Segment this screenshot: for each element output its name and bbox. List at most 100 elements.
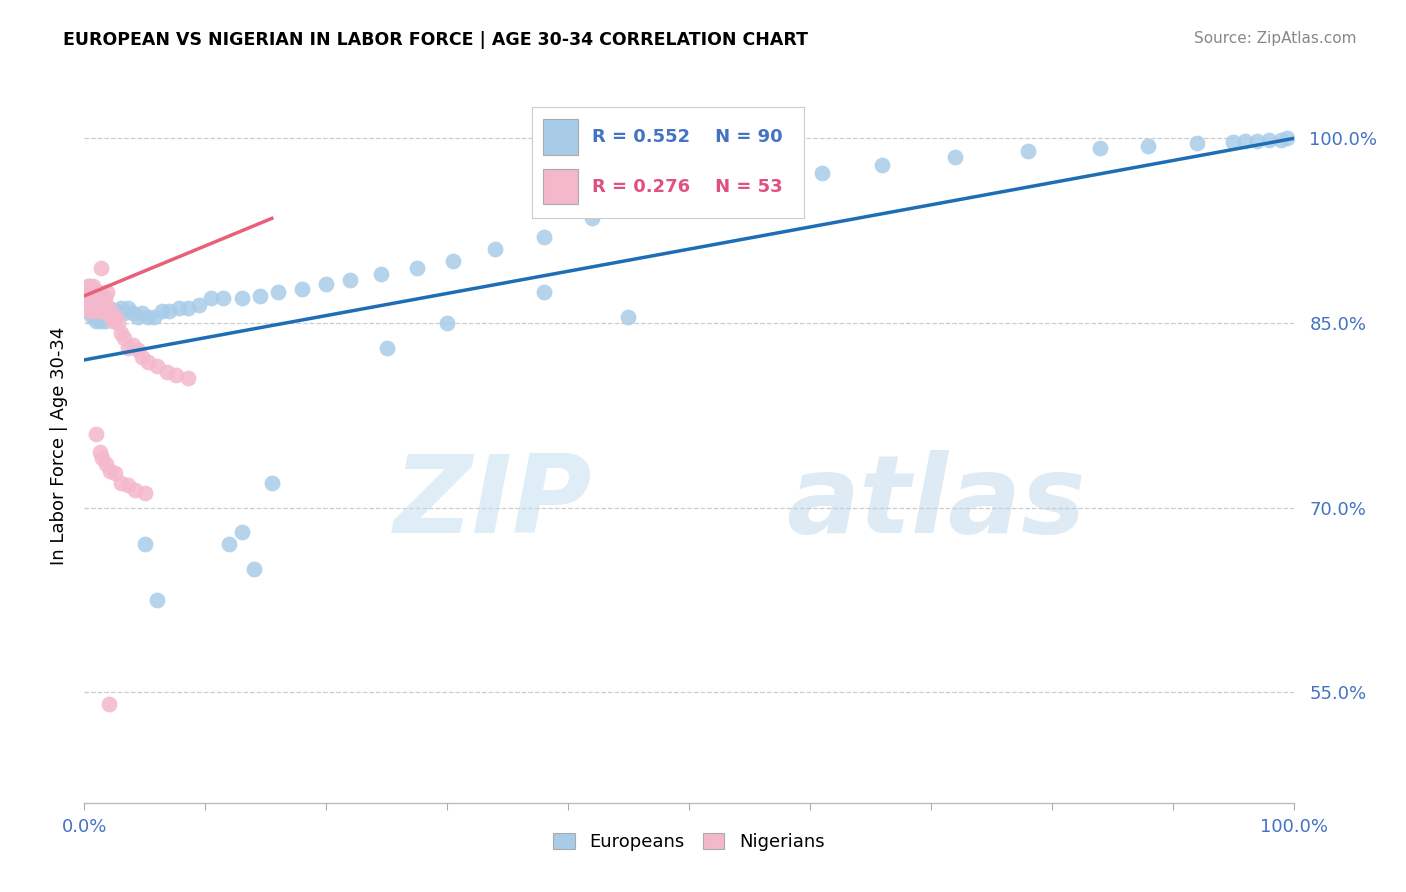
Point xyxy=(811,166,834,180)
Point xyxy=(84,303,107,318)
Point xyxy=(97,301,120,316)
Point xyxy=(533,285,555,300)
Point xyxy=(90,306,112,320)
Point xyxy=(96,285,118,300)
Point xyxy=(86,426,108,441)
Point xyxy=(83,291,105,305)
Point xyxy=(103,310,125,324)
Point xyxy=(143,310,166,324)
Point xyxy=(157,303,180,318)
Point xyxy=(77,297,100,311)
Point xyxy=(80,299,103,313)
Text: Source: ZipAtlas.com: Source: ZipAtlas.com xyxy=(1194,31,1357,46)
Point xyxy=(581,211,603,226)
Point xyxy=(146,592,169,607)
Point xyxy=(94,458,117,472)
Point xyxy=(110,326,132,340)
Point xyxy=(630,199,652,213)
Point xyxy=(441,254,464,268)
Point xyxy=(104,303,127,318)
Point xyxy=(131,306,153,320)
Point xyxy=(77,285,100,300)
Point xyxy=(533,230,555,244)
Point xyxy=(177,371,200,385)
Point xyxy=(94,310,117,324)
Point xyxy=(112,331,135,345)
Point xyxy=(98,464,121,478)
Point xyxy=(77,297,100,311)
Point xyxy=(86,311,108,326)
Point xyxy=(86,313,108,327)
Point xyxy=(94,306,117,320)
Point xyxy=(110,301,132,316)
Point xyxy=(112,306,135,320)
Point xyxy=(83,284,105,298)
Point xyxy=(1258,133,1281,147)
Point xyxy=(690,183,713,197)
Point xyxy=(77,279,100,293)
Point xyxy=(218,537,240,551)
Y-axis label: In Labor Force | Age 30-34: In Labor Force | Age 30-34 xyxy=(49,326,67,566)
Point xyxy=(110,475,132,490)
Point xyxy=(79,303,101,318)
Point xyxy=(138,310,160,324)
Point xyxy=(94,291,117,305)
Point xyxy=(1088,141,1111,155)
Point xyxy=(79,285,101,300)
Point xyxy=(82,301,104,316)
Point xyxy=(249,289,271,303)
Point xyxy=(86,293,108,308)
Point xyxy=(77,301,100,316)
Point xyxy=(155,365,177,379)
Point xyxy=(127,310,149,324)
Text: ZIP: ZIP xyxy=(394,450,592,556)
Point xyxy=(436,316,458,330)
Point xyxy=(82,293,104,308)
Point xyxy=(84,293,107,308)
Point xyxy=(80,310,103,324)
Point xyxy=(1246,134,1268,148)
Point xyxy=(87,297,110,311)
Point xyxy=(83,306,105,320)
Point xyxy=(77,303,100,318)
Point xyxy=(1234,134,1257,148)
Point xyxy=(97,698,120,712)
Point xyxy=(86,291,108,305)
Point xyxy=(1222,135,1244,149)
Point xyxy=(80,291,103,305)
Point xyxy=(100,306,122,320)
Point xyxy=(89,303,111,318)
Point xyxy=(91,303,114,318)
Point xyxy=(315,277,337,291)
Point xyxy=(165,368,187,382)
Point xyxy=(104,466,127,480)
Text: EUROPEAN VS NIGERIAN IN LABOR FORCE | AGE 30-34 CORRELATION CHART: EUROPEAN VS NIGERIAN IN LABOR FORCE | AG… xyxy=(63,31,808,49)
Point xyxy=(90,260,112,275)
Legend: Europeans, Nigerians: Europeans, Nigerians xyxy=(546,825,832,858)
Point xyxy=(267,285,290,300)
Point xyxy=(89,445,111,459)
Point xyxy=(86,293,108,308)
Point xyxy=(1137,138,1160,153)
Point xyxy=(117,478,139,492)
Point xyxy=(107,306,129,320)
Point xyxy=(100,310,122,324)
Point xyxy=(96,306,118,320)
Point xyxy=(77,285,100,300)
Point xyxy=(260,475,283,490)
Point xyxy=(91,301,114,316)
Point xyxy=(124,483,146,498)
Point xyxy=(167,301,190,316)
Point xyxy=(104,310,127,324)
Point xyxy=(91,310,114,324)
Point xyxy=(146,359,169,373)
Point xyxy=(84,289,107,303)
Point xyxy=(94,313,117,327)
Point xyxy=(177,301,200,316)
Point xyxy=(370,267,392,281)
Point xyxy=(89,313,111,327)
Point xyxy=(86,291,108,305)
Point xyxy=(117,341,139,355)
Point xyxy=(200,291,222,305)
Point xyxy=(1277,131,1299,145)
